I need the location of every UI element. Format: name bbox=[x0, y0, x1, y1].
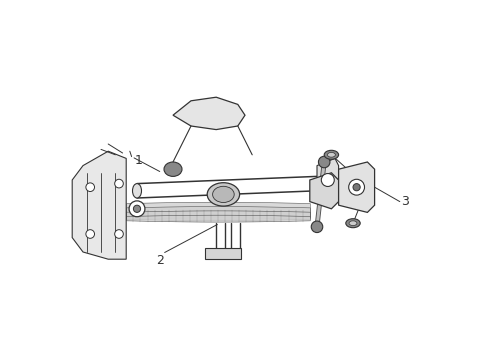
Ellipse shape bbox=[132, 184, 142, 198]
Circle shape bbox=[115, 230, 123, 238]
Polygon shape bbox=[173, 97, 245, 130]
Polygon shape bbox=[205, 248, 242, 259]
Circle shape bbox=[311, 221, 323, 233]
Ellipse shape bbox=[349, 221, 357, 225]
Text: 3: 3 bbox=[401, 195, 409, 208]
Circle shape bbox=[318, 156, 330, 168]
Circle shape bbox=[129, 201, 145, 217]
Circle shape bbox=[349, 179, 365, 195]
Polygon shape bbox=[339, 162, 374, 212]
Circle shape bbox=[86, 230, 95, 238]
Polygon shape bbox=[72, 151, 126, 259]
Text: 2: 2 bbox=[156, 255, 164, 267]
Circle shape bbox=[115, 179, 123, 188]
Ellipse shape bbox=[213, 186, 234, 202]
Ellipse shape bbox=[164, 162, 182, 176]
Polygon shape bbox=[310, 173, 339, 209]
Ellipse shape bbox=[346, 219, 360, 228]
Circle shape bbox=[133, 205, 141, 212]
Ellipse shape bbox=[207, 183, 240, 206]
Circle shape bbox=[86, 183, 95, 192]
Circle shape bbox=[321, 174, 334, 186]
Circle shape bbox=[353, 184, 360, 191]
Ellipse shape bbox=[324, 150, 339, 159]
Ellipse shape bbox=[327, 153, 335, 157]
Text: 1: 1 bbox=[135, 154, 143, 167]
Polygon shape bbox=[317, 158, 339, 194]
